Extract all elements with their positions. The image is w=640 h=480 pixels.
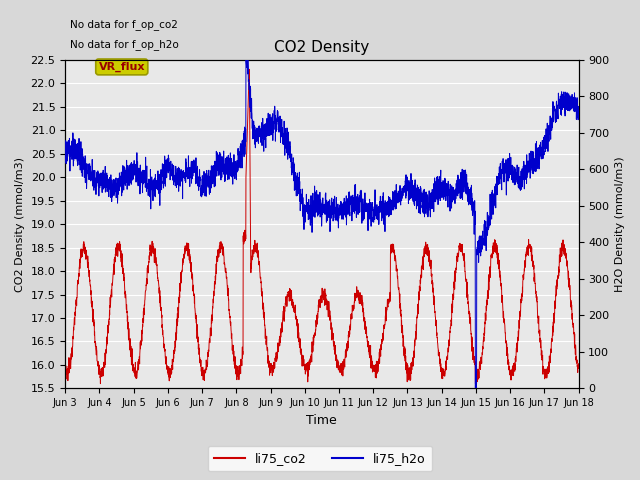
Text: No data for f_op_co2: No data for f_op_co2 (70, 19, 178, 30)
Y-axis label: CO2 Density (mmol/m3): CO2 Density (mmol/m3) (15, 156, 25, 292)
Legend: li75_co2, li75_h2o: li75_co2, li75_h2o (208, 446, 432, 471)
Y-axis label: H2O Density (mmol/m3): H2O Density (mmol/m3) (615, 156, 625, 292)
Text: No data for f_op_h2o: No data for f_op_h2o (70, 39, 179, 50)
Text: VR_flux: VR_flux (99, 62, 145, 72)
Title: CO2 Density: CO2 Density (275, 40, 369, 55)
X-axis label: Time: Time (307, 414, 337, 427)
